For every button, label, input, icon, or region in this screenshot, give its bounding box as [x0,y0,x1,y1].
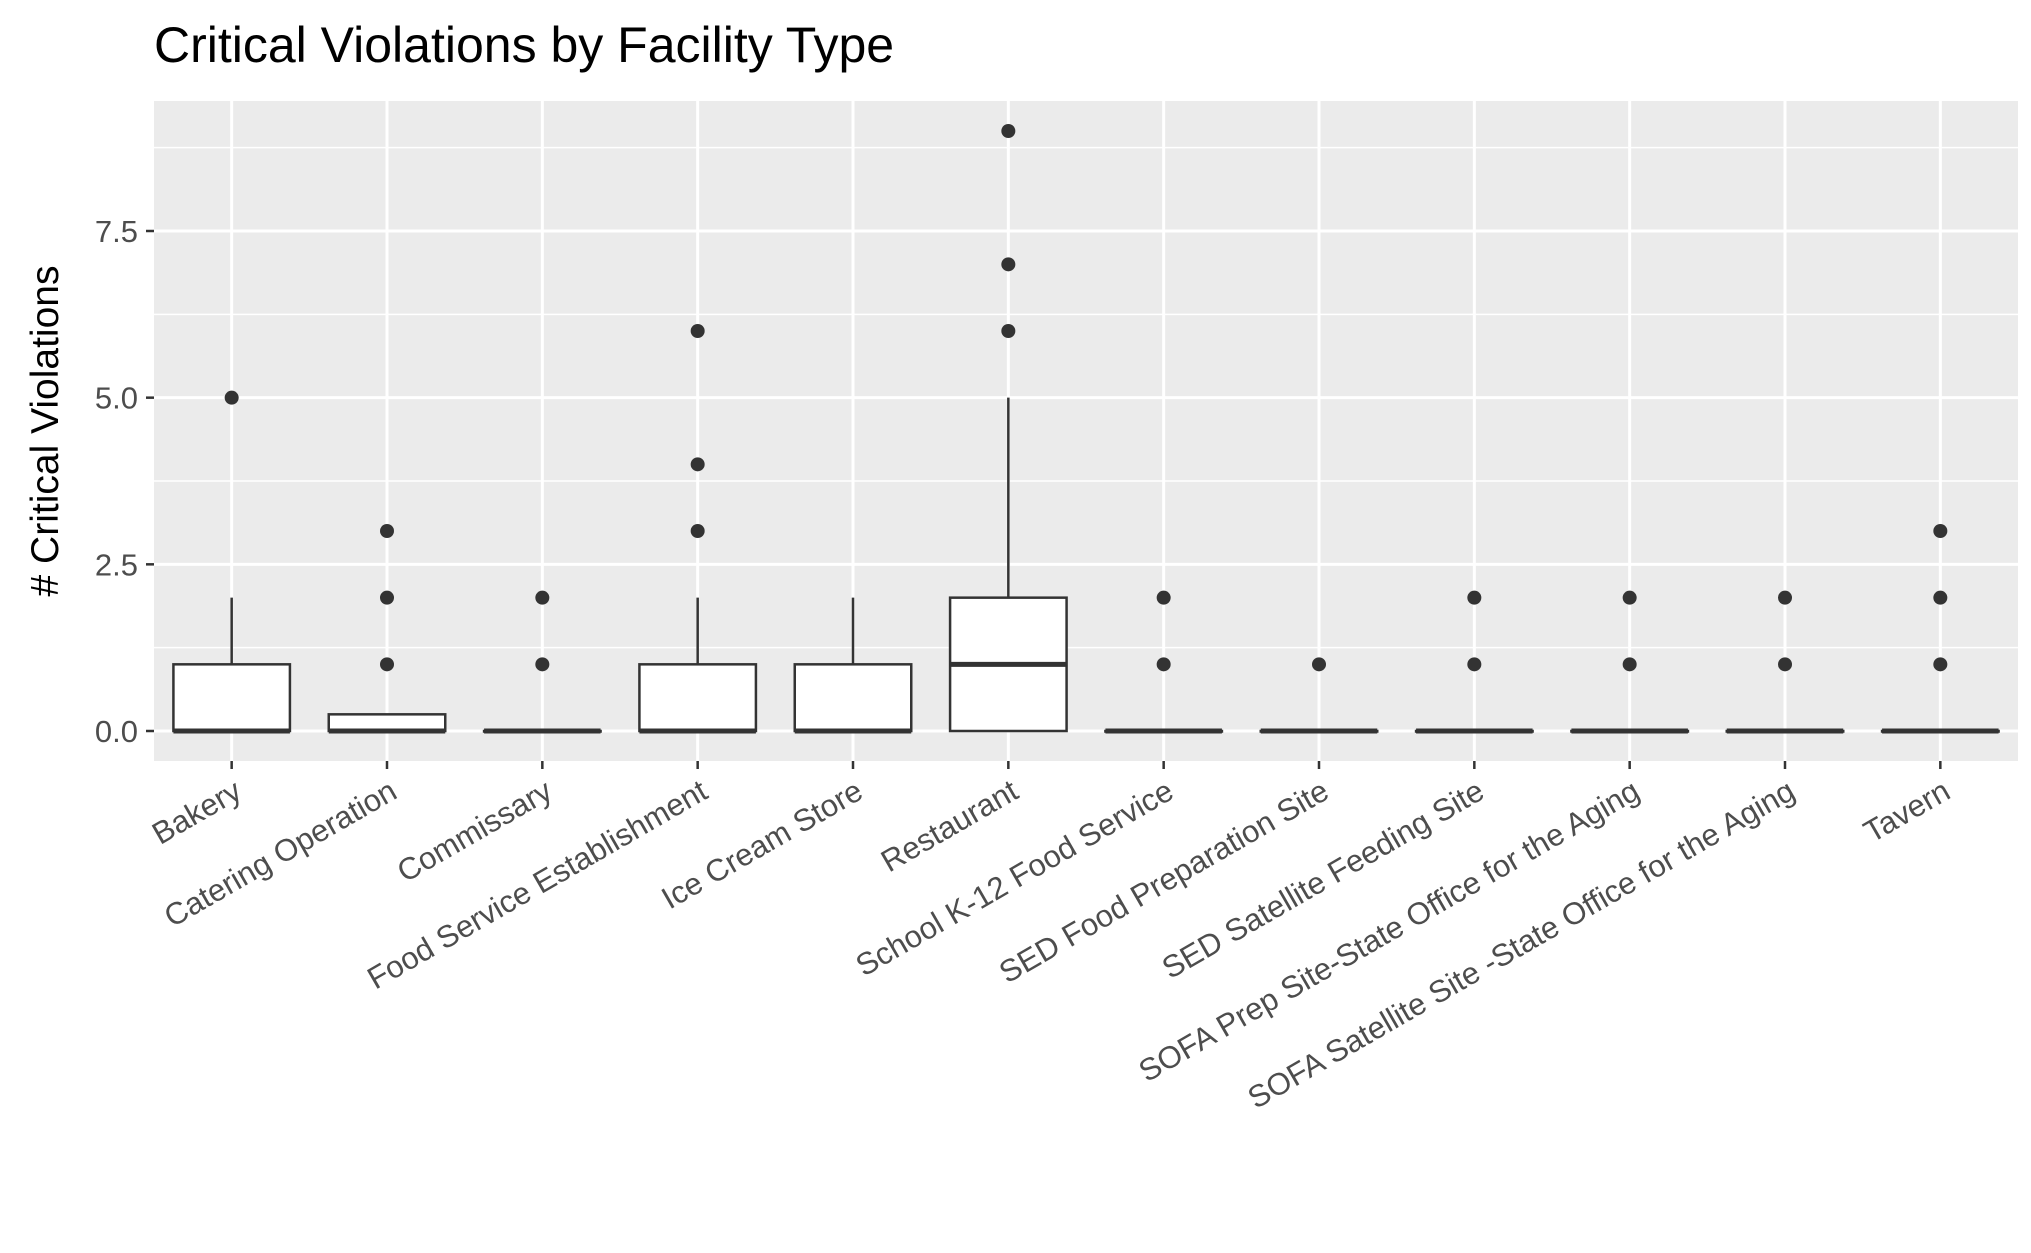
x-tick-label: Restaurant [875,773,1024,879]
box-10 [1725,590,1845,734]
x-tick-label: SOFA Satellite Site -State Office for th… [1242,773,1801,1116]
outlier-point [1156,590,1171,605]
x-tick-label: Bakery [146,773,247,852]
box-body [172,663,292,733]
outlier-point [1933,590,1948,605]
outlier-point [690,524,705,538]
outlier-point [1933,524,1948,538]
box-5 [948,124,1068,733]
box-8 [1414,590,1534,734]
outlier-point [690,324,705,338]
box-1 [327,524,447,734]
outlier-point [1933,657,1948,672]
outlier-point [380,657,394,672]
outlier-point [1467,657,1482,672]
outlier-point [1156,657,1171,672]
outlier-point [1001,324,1016,338]
x-tick-label: Tavern [1858,773,1956,850]
box-11 [1880,524,2000,734]
box-3 [638,324,758,734]
box-body [638,663,758,733]
y-tick-label: 2.5 [95,547,138,582]
box-body [793,663,913,733]
outlier-point [1001,257,1016,272]
outlier-point [535,657,550,672]
outlier-point [1622,657,1637,672]
outlier-point [1312,657,1326,672]
y-tick-label: 5.0 [95,381,138,416]
box-4 [793,597,913,734]
outlier-point [535,590,550,605]
outlier-point [690,457,705,472]
box-7 [1259,657,1379,734]
y-axis: 0.0 2.5 5.0 7.5 [95,214,154,749]
outlier-point [1467,590,1482,605]
outlier-point [1778,657,1792,672]
outlier-point [380,524,394,538]
y-tick-label: 0.0 [95,714,138,749]
box-2 [482,590,602,734]
chart-title: Critical Violations by Facility Type [154,17,894,73]
outlier-point [1778,590,1792,605]
y-tick-label: 7.5 [95,214,138,249]
outlier-point [380,590,394,605]
outlier-point [1622,590,1637,605]
box-0 [172,390,292,734]
box-6 [1104,590,1224,734]
outlier-point [224,390,239,405]
plot-panel [154,101,2018,761]
outlier-point [1001,124,1016,138]
box-series [172,124,2000,734]
box-9 [1570,590,1690,734]
y-axis-title: # Critical Violations [24,266,67,597]
